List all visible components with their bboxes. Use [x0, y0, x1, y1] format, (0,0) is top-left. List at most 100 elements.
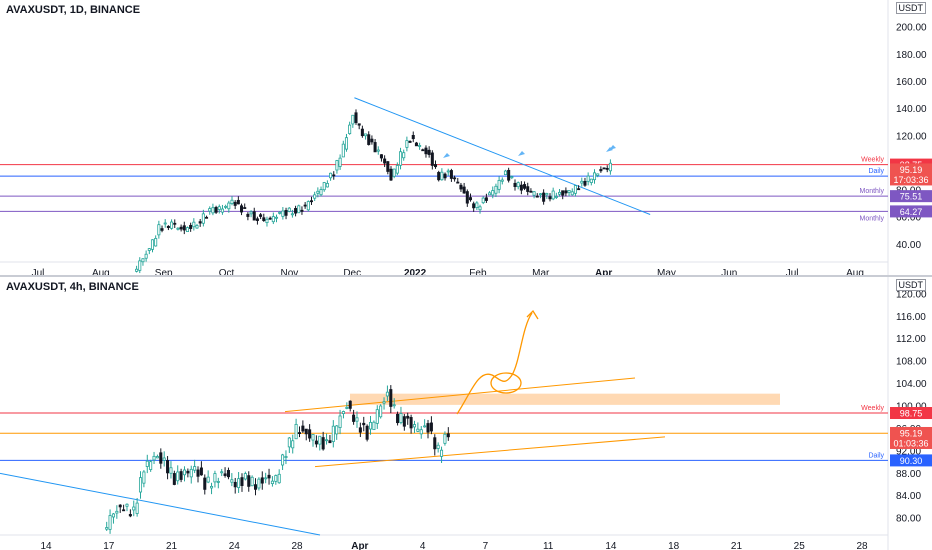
candle-body	[281, 454, 285, 466]
candle-body	[246, 213, 250, 217]
candle-body	[147, 248, 151, 251]
candle-body	[389, 389, 393, 407]
candle-body	[335, 425, 339, 435]
candle-body	[325, 183, 329, 188]
candle-body	[196, 469, 200, 477]
candle-body	[291, 440, 295, 449]
candle-body	[216, 481, 220, 483]
candle-body	[179, 471, 183, 480]
price-tag-text: 98.75	[900, 409, 923, 419]
candle-body	[260, 477, 264, 484]
candle-body	[284, 210, 288, 216]
candle-body	[220, 208, 224, 213]
level-label: Monthly	[859, 188, 884, 195]
candle-body	[429, 422, 433, 432]
candle-body	[494, 185, 498, 194]
candle-body	[284, 456, 288, 458]
candle-body	[159, 452, 163, 464]
candle-body	[542, 192, 546, 202]
candle-body	[135, 268, 139, 272]
channel-lower	[314, 436, 666, 468]
candle-body	[255, 218, 259, 221]
candle-body	[459, 184, 463, 190]
candle-body	[176, 471, 180, 482]
candle-body	[345, 407, 349, 409]
y-tick-label: 104.00	[896, 379, 927, 390]
candle-body	[192, 221, 196, 228]
x-tick-label: 28	[856, 541, 868, 550]
candle-body	[287, 437, 291, 448]
four-hour-chart-svg[interactable]: 120.00116.00112.00108.00104.00100.0096.0…	[0, 277, 932, 550]
candle-body	[484, 197, 488, 201]
candle-body	[362, 422, 366, 426]
candle-body	[335, 160, 339, 171]
y-tick-label: 112.00	[896, 334, 926, 345]
daily-chart-panel[interactable]: AVAXUSDT, 1D, BINANCE USDT 200.00 180.00 1…	[0, 0, 932, 276]
candle-body	[367, 134, 371, 145]
daily-chart-svg[interactable]: 200.00180.00160.00140.00120.00100.0080.0…	[0, 0, 932, 276]
candle-body	[226, 470, 230, 478]
x-tick-label: 25	[794, 541, 806, 550]
y-tick-label: 80.00	[896, 514, 921, 525]
flag-marker-icon	[443, 153, 450, 158]
candle-body	[519, 184, 523, 191]
candle-body	[558, 191, 562, 195]
four-hour-chart-panel[interactable]: AVAXUSDT, 4h, BINANCE USDT 120.00 116.00 1…	[0, 277, 932, 550]
y-tick-label: 160.00	[896, 77, 927, 88]
candle-body	[249, 211, 253, 215]
y-tick-label: 120.00	[896, 131, 927, 142]
candle-body	[516, 182, 520, 188]
level-label: Daily	[868, 168, 884, 175]
panel-divider[interactable]	[0, 275, 932, 277]
candle-body	[385, 391, 389, 397]
candle-body	[421, 149, 425, 152]
candle-body	[189, 468, 193, 478]
candle-body	[111, 513, 115, 518]
candle-body	[195, 225, 199, 229]
candle-body	[271, 216, 275, 223]
x-tick-label: Feb	[469, 268, 487, 276]
x-tick-label: Sep	[155, 268, 173, 276]
candle-body	[532, 191, 536, 196]
price-tag	[890, 407, 932, 420]
candle-body	[162, 457, 166, 461]
candle-body	[176, 227, 180, 230]
candle-body	[208, 208, 212, 212]
candle-body	[193, 466, 197, 471]
candle-body	[379, 154, 383, 159]
candle-body	[446, 433, 450, 438]
candle-body	[105, 527, 109, 530]
last-price-tag	[890, 163, 932, 186]
candle-body	[462, 186, 466, 194]
candle-body	[243, 207, 247, 209]
candle-body	[545, 193, 549, 196]
x-tick-label: Nov	[280, 268, 298, 276]
candle-body	[577, 188, 581, 191]
channel-upper	[284, 377, 636, 413]
candle-body	[561, 190, 565, 196]
price-tag	[890, 205, 932, 218]
x-tick-label: 18	[668, 541, 680, 550]
candle-body	[589, 178, 593, 183]
candle-body	[419, 429, 423, 435]
candle-body	[328, 440, 332, 444]
candle-body	[368, 421, 373, 430]
candle-body	[526, 186, 530, 192]
candle-body	[586, 175, 590, 182]
y-tick-label: 116.00	[896, 312, 926, 323]
candle-body	[409, 417, 413, 429]
candle-body	[523, 184, 527, 189]
candle-body	[157, 224, 161, 236]
candle-body	[108, 515, 112, 530]
candle-body	[262, 217, 266, 222]
y-tick-label: 60.00	[896, 213, 921, 224]
candle-body	[230, 199, 234, 204]
candle-body	[211, 207, 215, 214]
candle-body	[132, 506, 136, 511]
x-tick-label: Apr	[351, 541, 368, 550]
candle-body	[179, 226, 183, 230]
candle-body	[142, 471, 146, 484]
x-tick-label: Dec	[343, 268, 361, 276]
candle-body	[433, 164, 438, 168]
candle-body	[230, 479, 234, 483]
